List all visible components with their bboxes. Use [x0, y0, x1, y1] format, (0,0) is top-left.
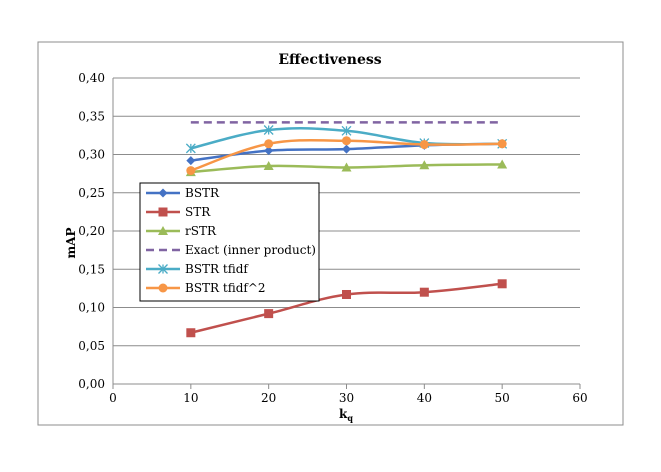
y-tick-label: 0,20: [78, 224, 105, 238]
series-1: [186, 279, 507, 338]
data-point: [342, 136, 351, 146]
y-tick-label: 0,10: [78, 301, 105, 315]
data-point: [342, 289, 351, 299]
x-tick-label: 0: [109, 391, 117, 405]
legend: BSTR STR rSTR Exact (inner product) BSTR tfi…: [139, 182, 320, 302]
legend-entry: BSTR tfidf^2: [146, 281, 266, 295]
y-tick-label: 0,00: [78, 377, 105, 391]
x-tick-label: 40: [417, 391, 432, 405]
data-point: [186, 156, 196, 166]
series-5: [186, 136, 507, 176]
x-tick-label: 30: [339, 391, 354, 405]
legend-label: BSTR tfidf: [185, 262, 249, 276]
legend-swatch-marker: [158, 207, 168, 217]
axis-layer: 0,00 0,05 0,10 0,15 0,20 0,25 0,30 0,35 0,40 0 10 2…: [78, 71, 587, 405]
legend-entry: Exact (inner product): [146, 243, 316, 257]
data-point: [341, 125, 352, 136]
legend-swatch-marker: [158, 226, 168, 235]
x-axis-label-sub: q: [347, 413, 353, 423]
data-point: [185, 143, 196, 154]
data-point: [497, 139, 507, 149]
y-tick-label: 0,40: [78, 71, 105, 85]
y-tick-label: 0,35: [78, 109, 105, 123]
y-tick-label: 0,05: [78, 339, 105, 353]
x-axis-label-main: k: [339, 407, 348, 421]
legend-box: [139, 182, 320, 302]
data-point: [263, 125, 274, 135]
data-point: [263, 160, 274, 170]
legend-entry: BSTR tfidf: [146, 262, 249, 276]
x-axis-label: kq: [339, 407, 353, 423]
data-point: [419, 287, 429, 297]
data-point: [497, 159, 508, 169]
legend-swatch-marker: [158, 264, 168, 274]
data-point: [497, 279, 507, 289]
legend-entry: BSTR: [146, 186, 220, 200]
y-tick-label: 0,15: [78, 262, 105, 276]
legend-swatch-marker: [158, 283, 168, 293]
x-tick-label: 20: [261, 391, 276, 405]
legend-label: rSTR: [185, 224, 217, 238]
data-point: [341, 162, 352, 172]
data-point: [264, 139, 274, 149]
data-point: [419, 160, 430, 170]
x-tick-label: 50: [495, 391, 510, 405]
x-tick-label: 60: [572, 391, 587, 405]
x-tick-label: 10: [183, 391, 198, 405]
data-point: [264, 309, 274, 319]
chart-border: [37, 41, 624, 426]
legend-label: BSTR: [185, 186, 220, 200]
y-axis-label: mAP: [64, 227, 78, 258]
y-tick-label: 0,25: [78, 186, 105, 200]
series-layer: [185, 121, 508, 338]
y-tick-label: 0,30: [78, 148, 105, 162]
chart-title: Effectiveness: [278, 52, 381, 68]
data-point: [186, 166, 196, 176]
legend-swatch-marker: [158, 188, 168, 198]
legend-label: STR: [185, 205, 211, 219]
data-point: [264, 146, 274, 156]
legend-label: BSTR tfidf^2: [185, 281, 266, 295]
data-point: [342, 144, 351, 154]
legend-label: Exact (inner product): [185, 243, 316, 257]
legend-entry: STR: [146, 205, 211, 219]
data-point: [186, 328, 196, 338]
data-point: [419, 140, 429, 150]
legend-entry: rSTR: [146, 224, 217, 238]
